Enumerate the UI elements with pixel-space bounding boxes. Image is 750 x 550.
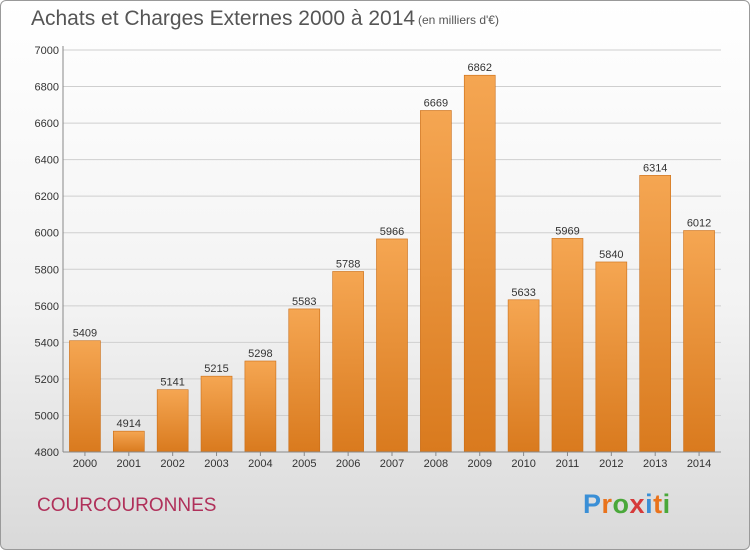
- value-label-2005: 5583: [292, 296, 316, 308]
- bar-2004: [244, 360, 277, 453]
- y-tick-label: 5000: [35, 410, 59, 422]
- x-tick-label-2007: 2007: [380, 458, 404, 470]
- value-label-2006: 5788: [336, 258, 360, 270]
- y-tick-label: 4800: [35, 447, 59, 459]
- value-labels: 5409 4914 5141 5215 5298 5583 5788 5966 6669 6862…: [73, 62, 712, 430]
- bars: [69, 74, 715, 453]
- x-tick-label-2014: 2014: [687, 458, 711, 470]
- bar-2010: [507, 299, 540, 453]
- value-label-2000: 5409: [73, 328, 97, 340]
- chart-subtitle: (en milliers d'€): [418, 13, 499, 27]
- bar-2003: [200, 375, 233, 453]
- y-tick-label: 5400: [35, 337, 59, 349]
- value-label-2008: 6669: [424, 97, 448, 109]
- bar-2014: [683, 230, 715, 453]
- bar-2002: [156, 389, 189, 453]
- value-label-2004: 5298: [248, 348, 272, 360]
- y-tick-label: 5600: [35, 301, 59, 313]
- x-tick-label-2002: 2002: [160, 458, 184, 470]
- y-tick-label: 6600: [35, 118, 59, 130]
- proxiti-logo: Proxiti: [583, 489, 671, 520]
- bar-2013: [639, 175, 672, 453]
- bar-2012: [595, 261, 628, 453]
- logo-letter: t: [653, 489, 663, 519]
- y-tick-label: 6200: [35, 191, 59, 203]
- x-tick-label-2011: 2011: [556, 458, 580, 470]
- y-tick-label: 7000: [35, 45, 59, 57]
- value-label-2009: 6862: [467, 62, 491, 74]
- bar-2007: [376, 238, 408, 453]
- axes: 4800 5000 5200 5400 5600 5800 6000 6200 6400 6600…: [35, 45, 721, 470]
- logo-letter: o: [612, 489, 630, 519]
- y-tick-label: 5200: [35, 374, 59, 386]
- value-label-2010: 5633: [511, 287, 535, 299]
- y-tick-label: 6400: [35, 155, 59, 167]
- x-tick-label-2003: 2003: [204, 458, 228, 470]
- bar-2008: [420, 110, 452, 453]
- x-tick-label-2004: 2004: [248, 458, 272, 470]
- y-tick-label: 6800: [35, 82, 59, 94]
- bar-2000: [69, 340, 101, 453]
- commune-name: COURCOURONNES: [37, 495, 217, 516]
- x-tick-label-2009: 2009: [467, 458, 491, 470]
- bar-2001: [113, 430, 145, 453]
- logo-letter: P: [583, 489, 602, 519]
- bar-2009: [463, 74, 496, 453]
- value-label-2013: 6314: [643, 162, 667, 174]
- bar-2005: [288, 308, 321, 453]
- y-tick-label: 6000: [35, 228, 59, 240]
- value-label-2001: 4914: [117, 418, 141, 430]
- chart-title: Achats et Charges Externes 2000 à 2014: [31, 7, 416, 30]
- bar-2006: [332, 271, 364, 453]
- y-tick-label: 5800: [35, 264, 59, 276]
- x-tick-label-2006: 2006: [336, 458, 360, 470]
- value-label-2002: 5141: [160, 377, 184, 389]
- x-tick-label-2001: 2001: [117, 458, 141, 470]
- x-tick-label-2008: 2008: [424, 458, 448, 470]
- value-label-2007: 5966: [380, 226, 404, 238]
- x-tick-label-2005: 2005: [292, 458, 316, 470]
- x-tick-label-2013: 2013: [643, 458, 667, 470]
- logo-letter: i: [662, 489, 671, 519]
- x-tick-label-2000: 2000: [73, 458, 97, 470]
- x-tick-label-2012: 2012: [599, 458, 623, 470]
- logo-letter: r: [601, 489, 613, 519]
- logo-letter: i: [645, 489, 654, 519]
- value-label-2012: 5840: [599, 249, 623, 261]
- logo-letter: x: [629, 489, 646, 519]
- value-label-2003: 5215: [204, 363, 228, 375]
- x-tick-label-2010: 2010: [511, 458, 535, 470]
- value-label-2014: 6012: [687, 218, 711, 230]
- bar-2011: [551, 238, 584, 453]
- value-label-2011: 5969: [555, 225, 579, 237]
